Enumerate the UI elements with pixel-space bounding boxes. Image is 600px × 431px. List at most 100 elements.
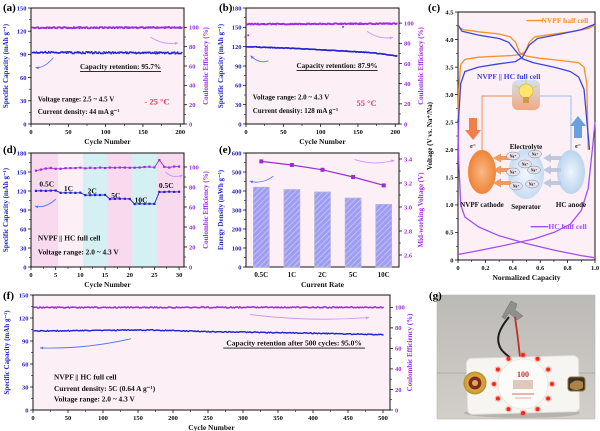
svg-text:350: 350 [273, 415, 283, 422]
svg-text:Normalized Capacity: Normalized Capacity [492, 273, 560, 282]
svg-text:150: 150 [17, 169, 27, 176]
svg-text:Specific Capacity (mAh g⁻¹): Specific Capacity (mAh g⁻¹) [3, 310, 11, 395]
panel-f-letter: (f) [3, 290, 14, 302]
svg-text:100: 100 [189, 164, 199, 171]
svg-text:1.0: 1.0 [591, 265, 599, 272]
svg-text:HC half cell: HC half cell [548, 222, 586, 231]
svg-text:120: 120 [19, 315, 29, 322]
svg-text:90: 90 [235, 63, 242, 70]
svg-text:80: 80 [189, 184, 196, 191]
svg-text:0: 0 [238, 121, 241, 128]
svg-text:NVPF cathode: NVPF cathode [460, 201, 503, 209]
svg-text:40: 40 [404, 81, 411, 88]
svg-text:e⁻: e⁻ [470, 144, 476, 150]
svg-text:30: 30 [235, 102, 242, 109]
svg-text:180: 180 [17, 150, 27, 157]
svg-text:NVPF || HC full cell: NVPF || HC full cell [38, 233, 101, 242]
svg-text:Na⁺: Na⁺ [510, 170, 516, 174]
svg-text:150: 150 [133, 415, 143, 422]
svg-text:Energy Density (mWh g⁻¹): Energy Density (mWh g⁻¹) [217, 169, 225, 250]
svg-text:Na⁺: Na⁺ [522, 162, 528, 166]
svg-text:2C: 2C [88, 187, 97, 196]
svg-text:15: 15 [102, 272, 109, 279]
svg-text:0.5C: 0.5C [254, 271, 268, 279]
svg-text:250: 250 [203, 415, 213, 422]
svg-text:0.8: 0.8 [564, 265, 573, 272]
svg-text:80: 80 [189, 44, 196, 51]
svg-text:30: 30 [176, 272, 183, 279]
svg-text:Na⁺: Na⁺ [529, 182, 535, 186]
svg-text:2C: 2C [318, 271, 327, 279]
svg-text:Capacity retention: 95.7%: Capacity retention: 95.7% [80, 63, 161, 71]
svg-text:60: 60 [404, 61, 411, 68]
svg-text:0: 0 [244, 129, 247, 136]
svg-text:0: 0 [238, 264, 241, 271]
svg-text:50: 50 [65, 129, 72, 136]
svg-text:0.2: 0.2 [481, 265, 489, 272]
svg-text:Specific Capacity (mAh g⁻¹): Specific Capacity (mAh g⁻¹) [217, 23, 225, 108]
svg-text:10C: 10C [378, 271, 390, 279]
svg-text:0: 0 [395, 407, 398, 414]
svg-text:80: 80 [404, 41, 411, 48]
svg-text:120: 120 [232, 44, 242, 51]
svg-text:150: 150 [17, 5, 27, 12]
svg-text:0.5C: 0.5C [39, 180, 54, 189]
svg-text:Capacity retention: 87.9%: Capacity retention: 87.9% [296, 62, 377, 70]
panel-g-letter: (g) [429, 290, 442, 302]
svg-text:500: 500 [232, 169, 242, 176]
svg-text:100: 100 [395, 305, 405, 312]
svg-text:5C: 5C [111, 191, 120, 200]
svg-text:3.2: 3.2 [404, 180, 412, 187]
svg-text:100: 100 [232, 245, 242, 252]
svg-text:60: 60 [20, 75, 27, 82]
svg-text:Voltage range: 2.0 ~ 4.3 V: Voltage range: 2.0 ~ 4.3 V [38, 247, 119, 256]
svg-text:4.0: 4.0 [445, 37, 453, 44]
svg-text:60: 60 [189, 204, 196, 211]
svg-text:Cycle Number: Cycle Number [188, 423, 235, 431]
svg-text:150: 150 [138, 129, 148, 136]
svg-text:3.0: 3.0 [404, 204, 412, 211]
svg-text:Coulombic Efficiency (%): Coulombic Efficiency (%) [406, 313, 414, 391]
svg-text:40: 40 [189, 224, 196, 231]
svg-text:0.4: 0.4 [509, 265, 518, 272]
svg-text:Voltage range: 2.5 ~ 4.5 V: Voltage range: 2.5 ~ 4.5 V [38, 96, 115, 104]
svg-text:60: 60 [20, 226, 27, 233]
svg-text:80: 80 [395, 325, 402, 332]
panel-e-letter: (e) [219, 144, 232, 156]
svg-text:Coulombic Efficiency (%): Coulombic Efficiency (%) [417, 26, 425, 104]
svg-text:150: 150 [232, 25, 242, 32]
svg-text:1.5: 1.5 [445, 175, 454, 182]
svg-text:Voltage range: 2.0 ~ 4.3 V: Voltage range: 2.0 ~ 4.3 V [253, 94, 330, 102]
svg-text:300: 300 [238, 415, 248, 422]
svg-text:50: 50 [280, 129, 287, 136]
svg-text:0.6: 0.6 [536, 265, 545, 272]
svg-text:Current Rate: Current Rate [301, 280, 345, 289]
svg-text:Voltage range: 2.0 ~ 4.3 V: Voltage range: 2.0 ~ 4.3 V [54, 395, 135, 404]
svg-text:0: 0 [23, 264, 26, 271]
svg-text:30: 30 [22, 384, 29, 391]
svg-text:Capacity retention after 500 c: Capacity retention after 500 cycles: 95.… [226, 339, 362, 348]
svg-text:0: 0 [25, 407, 28, 414]
svg-text:20: 20 [395, 387, 402, 394]
svg-text:5C: 5C [349, 271, 358, 279]
svg-text:200: 200 [175, 129, 185, 136]
svg-text:0: 0 [456, 265, 459, 272]
panel-d-rate-capability-chart: 0 5 10 15 20 25 30 0 30 60 90 120 150 180 0 20 40 60 80 100… [2, 150, 210, 289]
svg-text:NVPF || HC full cell: NVPF || HC full cell [477, 72, 540, 81]
svg-text:90: 90 [22, 338, 29, 345]
panel-b-cycling-chart-high-temp: 0 50 100 150 200 0 30 60 90 120 150 180 0 20 40 60 80 100… [217, 5, 425, 146]
svg-text:4.5: 4.5 [445, 9, 454, 16]
panel-c-voltage-profile-chart: 0 0.2 0.4 0.6 0.8 1.0 0 0.5 1.0 1.5 2.0 2.5 3.0 3.5 4.… [426, 9, 599, 282]
svg-text:20: 20 [189, 244, 196, 251]
svg-text:0: 0 [189, 121, 192, 128]
svg-text:60: 60 [235, 83, 242, 90]
svg-text:180: 180 [232, 5, 242, 12]
svg-text:200: 200 [232, 226, 242, 233]
svg-text:Na⁺: Na⁺ [531, 168, 537, 172]
svg-text:0: 0 [450, 257, 453, 264]
svg-text:40: 40 [395, 366, 402, 373]
svg-text:1.0: 1.0 [445, 202, 453, 209]
svg-text:NVPF half cell: NVPF half cell [541, 16, 588, 25]
svg-text:Electrolyte: Electrolyte [510, 143, 543, 151]
